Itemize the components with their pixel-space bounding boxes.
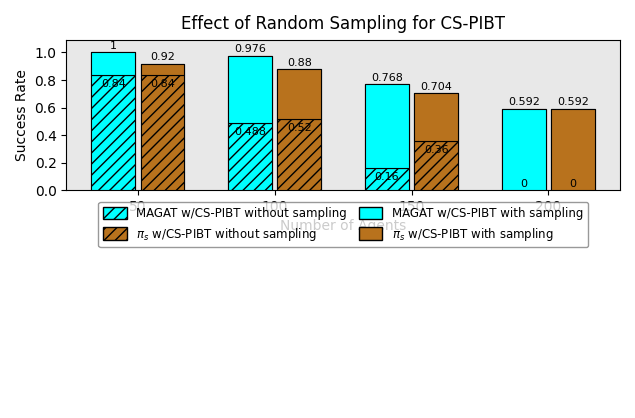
Text: 0: 0 — [520, 179, 527, 189]
Bar — [551, 109, 595, 190]
Text: 0.704: 0.704 — [420, 82, 452, 92]
Bar — [551, 109, 595, 190]
Bar — [141, 64, 184, 74]
Bar — [277, 69, 321, 190]
Text: 0.84: 0.84 — [150, 79, 175, 89]
Text: 0.488: 0.488 — [234, 127, 266, 137]
Text: 0.36: 0.36 — [424, 145, 448, 155]
Bar — [228, 56, 272, 123]
Bar — [277, 69, 321, 119]
Bar — [502, 109, 545, 190]
Bar — [414, 140, 458, 190]
Text: 0.592: 0.592 — [508, 97, 540, 107]
Bar — [365, 84, 409, 168]
Text: 0.768: 0.768 — [371, 73, 403, 83]
Title: Effect of Random Sampling for CS-PIBT: Effect of Random Sampling for CS-PIBT — [181, 15, 505, 33]
Y-axis label: Success Rate: Success Rate — [15, 69, 29, 161]
Bar — [91, 53, 135, 74]
Bar — [91, 74, 135, 190]
Bar — [228, 123, 272, 190]
Text: 0.84: 0.84 — [101, 79, 126, 89]
Text: 0.592: 0.592 — [557, 97, 589, 107]
Bar — [365, 168, 409, 190]
Bar — [228, 56, 272, 190]
Text: 0.16: 0.16 — [375, 172, 399, 182]
Bar — [502, 109, 545, 190]
Bar — [141, 74, 184, 190]
Text: 0.976: 0.976 — [234, 44, 266, 54]
Bar — [365, 84, 409, 190]
Text: 0.92: 0.92 — [150, 52, 175, 62]
Bar — [141, 64, 184, 190]
Bar — [277, 119, 321, 190]
Bar — [91, 53, 135, 190]
Legend: MAGAT w/CS-PIBT without sampling, $\pi_s$ w/CS-PIBT without sampling, MAGAT w/CS: MAGAT w/CS-PIBT without sampling, $\pi_s… — [98, 202, 588, 247]
Text: 0.52: 0.52 — [287, 123, 312, 133]
Bar — [414, 93, 458, 190]
Text: 0: 0 — [570, 179, 577, 189]
Bar — [414, 93, 458, 140]
X-axis label: Number of Agents: Number of Agents — [280, 219, 406, 233]
Text: 1: 1 — [110, 41, 117, 51]
Text: 0.88: 0.88 — [287, 58, 312, 68]
